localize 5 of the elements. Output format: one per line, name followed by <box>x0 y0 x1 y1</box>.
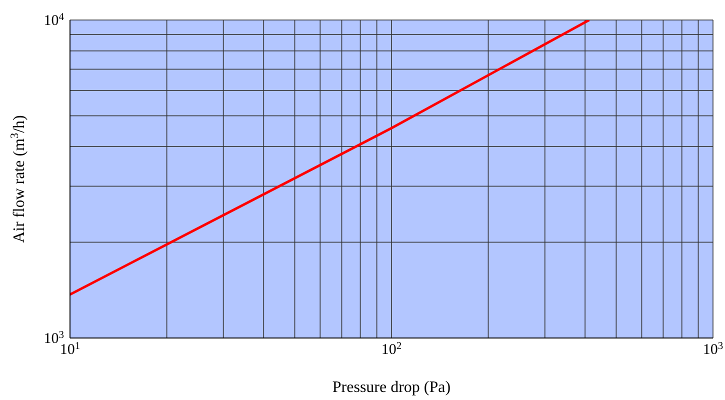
y-tick-label: 10$^{4}$ <box>44 12 65 29</box>
x-tick-label: 10$^{1}$ <box>60 340 80 358</box>
x-axis-title: Pressure drop (Pa) <box>332 379 451 396</box>
x-tick-label: 10$^{2}$ <box>381 340 402 358</box>
x-tick-label: 10$^{3}$ <box>702 340 724 358</box>
